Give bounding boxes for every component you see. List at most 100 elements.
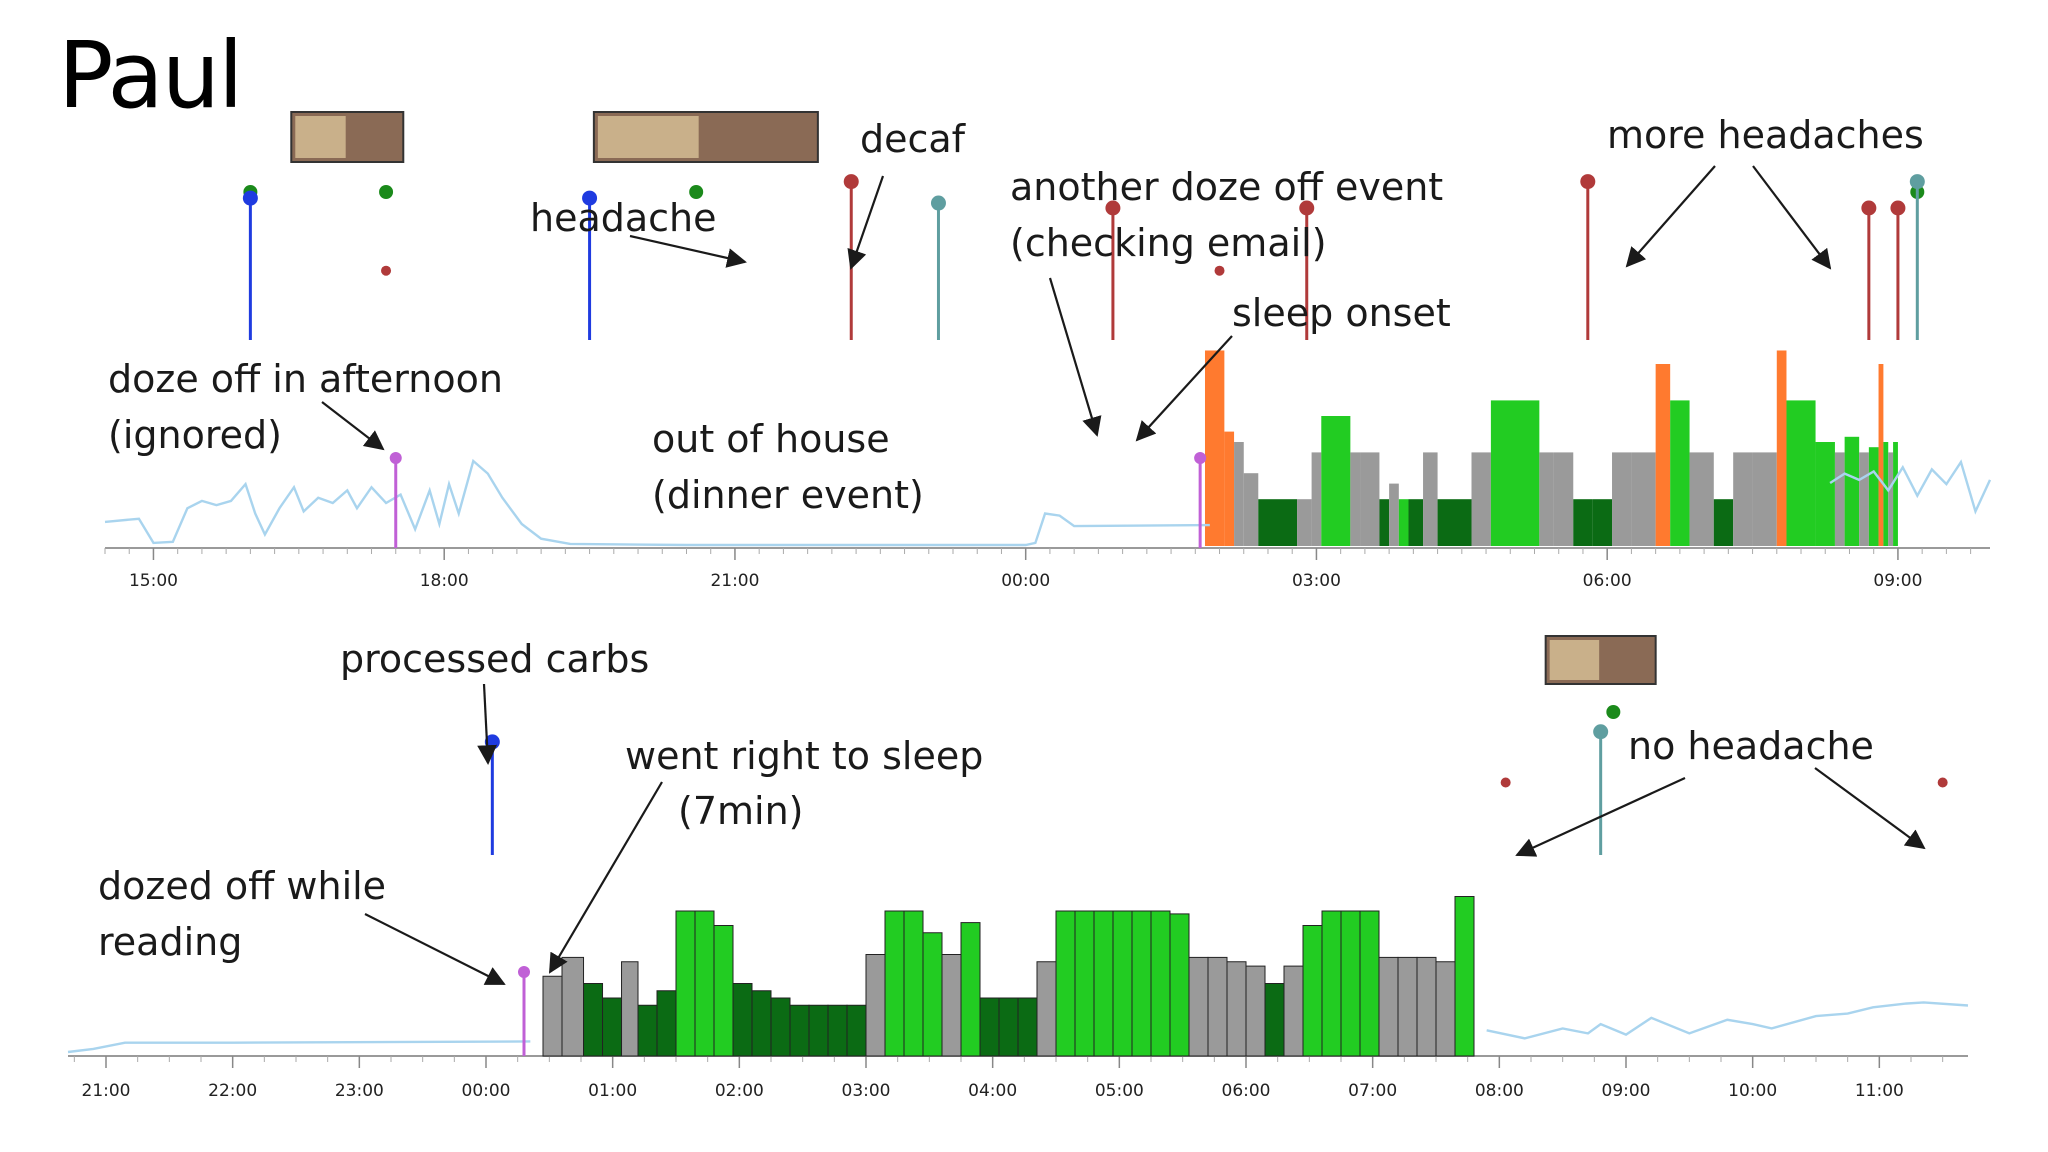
sleep-bar-deep [789,1004,810,1057]
sleep-bar-light [1888,452,1894,546]
annotation-out-of-house-line1: out of house [652,417,890,461]
sleep-bar-rem [1868,447,1879,546]
sleep-bar-rem [1302,925,1323,1057]
x-tick-label: 11:00 [1855,1081,1904,1101]
sleep-bar-rem [675,910,696,1057]
x-tick-label: 10:00 [1728,1081,1777,1101]
food-photo [290,111,405,163]
annotation-decaf: decaf [860,117,967,161]
headache-event-marker [1861,200,1877,216]
arrow-went-right [548,781,663,974]
annotation-sleep-onset: sleep onset [1232,291,1451,335]
food-photo [1544,635,1657,685]
top-panel: 15:00 18:00 21:00 00:00 03:00 06:00 09:00 [104,111,1992,591]
annotation-processed-carbs: processed carbs [340,637,649,681]
sleep-bar-light [1360,452,1380,546]
doze-marker [1194,452,1207,464]
sleep-bar-rem [903,910,924,1057]
x-tick-label: 03:00 [842,1081,891,1101]
headache-event-marker [1299,200,1315,216]
sleep-bar-awake [1878,364,1884,546]
arrow-headache [629,234,747,268]
sleep-bar-rem [1093,910,1114,1057]
arrow-processed-carbs [477,683,497,765]
headache-event-marker [1500,777,1511,788]
sleep-bar-light [1234,442,1244,546]
carbs-event-marker [242,190,258,206]
sleep-bar-deep [1017,997,1038,1057]
sleep-bar-rem [1359,910,1380,1057]
headache-event-marker [381,265,392,276]
headache-event-marker [1105,200,1121,216]
arrow-sleep-onset [1135,335,1233,442]
x-tick-label: 08:00 [1475,1081,1524,1101]
sleep-bar-rem [1321,416,1351,546]
x-tick-label: 00:00 [462,1081,511,1101]
annotation-dozed-reading-line1: dozed off while [98,864,386,908]
annotation-no-headache: no headache [1628,724,1874,768]
page-title: Paul [58,22,244,129]
glucose-line [104,458,1210,547]
x-tick-label: 00:00 [1001,571,1050,591]
caffeine-event-marker [1909,174,1925,190]
annotation-went-right-line1: went right to sleep [625,734,983,778]
annotation-dozed-reading-line2: reading [98,920,242,964]
x-tick-label: 06:00 [1222,1081,1271,1101]
x-tick-label: 21:00 [82,1081,131,1101]
sleep-bar-deep [656,990,677,1057]
arrow-decaf [847,175,885,270]
arrow-no-headache-2 [1814,767,1926,850]
x-tick-label: 09:00 [1602,1081,1651,1101]
caffeine-event-marker [930,195,946,211]
annotation-another-doze-line1: another doze off event [1010,165,1443,209]
sleep-bar-light [542,975,563,1057]
sleep-bar-light [1245,965,1266,1057]
sleep-bar-rem [694,910,715,1057]
sleep-bar-rem [1112,910,1133,1057]
sleep-bar-deep [732,983,753,1057]
x-tick-label: 01:00 [588,1081,637,1101]
sleep-bar-light [1283,965,1304,1057]
sleep-bar-rem [1454,896,1475,1057]
glucose-line [1486,1001,1969,1040]
sleep-bar-deep [1573,499,1593,546]
sleep-bar-light [1752,452,1777,546]
food-entry-dot [379,185,394,199]
sleep-bar-light [1389,483,1399,546]
sleep-bar-light [1378,956,1399,1057]
annotation-out-of-house-line2: (dinner event) [652,473,924,517]
sleep-bar-light [1207,956,1228,1057]
arrow-dozed-reading [364,913,506,985]
sleep-bar-deep [1264,983,1285,1057]
sleep-bar-rem [1169,913,1190,1057]
x-tick-label: 21:00 [710,571,759,591]
x-tick-label: 15:00 [129,571,178,591]
sleep-bar-deep [1408,499,1424,546]
sleep-bar-light [1311,452,1322,546]
sleep-bar-light [865,954,886,1057]
sleep-bar-rem [1150,910,1171,1057]
sleep-bar-rem [1883,442,1889,546]
sleep-bar-awake [1204,350,1225,546]
sleep-bar-rem [1893,442,1898,546]
sleep-bar-deep [1592,499,1613,546]
sleep-bar-deep [998,997,1019,1057]
arrow-more-headaches-2 [1752,165,1832,270]
annotation-another-doze-line2: (checking email) [1010,221,1327,265]
headache-event-marker [1214,265,1225,276]
arrow-no-headache-1 [1515,777,1686,857]
sleep-bar-rem [960,922,981,1057]
x-tick-label: 07:00 [1348,1081,1397,1101]
sleep-bar-rem [713,925,734,1057]
sleep-bar-light [1631,452,1656,546]
headache-event-marker [1580,174,1596,190]
x-tick-label: 02:00 [715,1081,764,1101]
x-tick-label: 05:00 [1095,1081,1144,1101]
sleep-bar-deep [602,997,623,1057]
arrow-more-headaches-1 [1625,165,1716,268]
sleep-bar-light [1859,452,1869,546]
bottom-panel: 21:00 22:00 23:00 00:00 01:00 02:00 03:00 04:00… [67,635,1969,1101]
x-tick-label: 18:00 [420,571,469,591]
annotation-went-right-line2: (7min) [678,789,804,833]
